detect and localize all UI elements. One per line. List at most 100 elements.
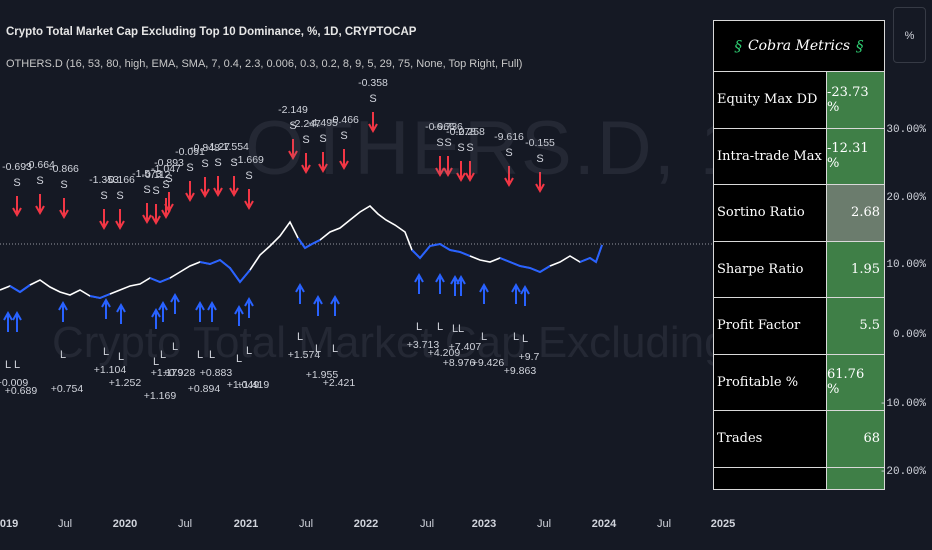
sell-value-label: -0.258 [455, 126, 485, 138]
long-segment [411, 242, 471, 260]
time-axis-label: Jul [177, 518, 193, 530]
metrics-row: Intra-trade Max DD -12.31 % [714, 128, 884, 185]
time-axis-label: 2023 [471, 518, 497, 530]
metric-label: Equity Max DD [714, 72, 827, 128]
sell-letter: S [165, 173, 172, 185]
buy-value-label: +0.689 [5, 385, 38, 397]
buy-letter: L [153, 356, 159, 368]
sell-arrow-head [185, 192, 195, 203]
metric-label: Intra-trade Max DD [714, 128, 847, 184]
buy-letter: L [297, 331, 303, 343]
price-axis-label: -10.00% [879, 398, 926, 410]
time-axis-label: 2024 [591, 518, 617, 530]
sell-value-label: -2.247 [291, 118, 321, 130]
sell-arrow-head [368, 123, 378, 134]
buy-arrow-head [435, 272, 445, 283]
sell-arrow-head [142, 214, 152, 225]
sell-arrow-head [504, 177, 514, 188]
metrics-row: Omega Ratio 01.38 [714, 467, 884, 489]
indicator-legend[interactable]: OTHERS.D (16, 53, 80, high, EMA, SMA, 7,… [6, 58, 523, 70]
buy-arrow-head [414, 272, 424, 283]
metrics-header: § Cobra Metrics § [714, 21, 884, 72]
metric-value: -12.31 % [827, 128, 884, 184]
buy-value-label: +2.421 [323, 377, 356, 389]
metric-value: 2.68 [827, 185, 884, 241]
sell-value-label: -6.736 [433, 121, 463, 133]
sell-arrow-head [35, 205, 45, 216]
metric-label: Sharpe Ratio [714, 241, 827, 297]
time-axis[interactable]: 2019 Jul 2020 Jul 2021 Jul 2022 Jul 2023 Jul 2024 J… [0, 500, 885, 550]
buy-arrow-head [116, 302, 126, 313]
time-axis-label: Jul [298, 518, 314, 530]
sell-value-label: -1.047 [151, 163, 181, 175]
long-segment [9, 284, 31, 294]
price-axis[interactable]: 30.00% 20.00% 10.00% 0.00% -10.00% -20.00% [880, 0, 932, 550]
buy-value-label: +1.104 [94, 364, 127, 376]
buy-letter: L [172, 341, 178, 353]
sell-letter: S [444, 137, 451, 149]
buy-value-label: +0.883 [200, 367, 233, 379]
buy-value-label: +3.713 [407, 339, 440, 351]
buy-arrow-head [3, 310, 13, 321]
metrics-title: Cobra Metrics [747, 38, 851, 54]
sell-value-label: -0.693 [2, 161, 32, 173]
chart-title[interactable]: Crypto Total Market Cap Excluding Top 10… [6, 26, 417, 38]
sell-letter: S [536, 153, 543, 165]
buy-arrow-head [170, 292, 180, 303]
sell-arrow-head [59, 209, 69, 220]
buy-arrow-head [295, 282, 305, 293]
buy-arrow-head [151, 307, 161, 318]
buy-arrow-head [330, 294, 340, 305]
buy-letter: L [103, 346, 109, 358]
buy-letter: L [197, 349, 203, 361]
sell-value-label: -1.27 [206, 141, 230, 153]
buy-arrow-head [101, 297, 111, 308]
sell-letter: S [319, 133, 326, 145]
buy-value-label: +1.419 [237, 379, 270, 391]
sell-arrow-head [443, 167, 453, 178]
sell-value-label: -0.664 [25, 159, 55, 171]
buy-value-label: +1.179 [151, 367, 184, 379]
sell-value-label: -1.573 [132, 168, 162, 180]
sell-letter: S [505, 147, 512, 159]
buy-arrow-head [158, 300, 168, 311]
price-axis-label: -20.00% [879, 466, 926, 478]
unit-selector[interactable]: % [893, 7, 926, 63]
buy-letter: L [513, 331, 519, 343]
sell-arrow-head [465, 172, 475, 183]
buy-arrow-head [313, 294, 323, 305]
metric-label: Sortino Ratio [714, 185, 827, 241]
buy-value-label: +0.894 [188, 383, 221, 395]
cobra-icon: § [734, 37, 742, 55]
buy-arrow-head [520, 284, 530, 295]
sell-arrow-head [12, 207, 22, 218]
sell-arrow-head [435, 167, 445, 178]
buy-value-label: +1.049 [227, 379, 260, 391]
metric-value: 1.95 [827, 241, 884, 297]
long-segment [229, 267, 251, 284]
buy-arrow-head [195, 300, 205, 311]
buy-letter: L [452, 323, 458, 335]
buy-value-label: +0.754 [51, 383, 84, 395]
sell-value-label: -0.466 [329, 114, 359, 126]
buy-letter: L [236, 353, 242, 365]
price-axis-label: 30.00% [886, 124, 926, 136]
metric-value: 5.5 [827, 298, 884, 354]
long-segment [579, 244, 603, 264]
long-segment [89, 293, 111, 300]
sell-letter: S [436, 137, 443, 149]
buy-value-label: +7.407 [449, 341, 482, 353]
price-line [0, 204, 603, 299]
buy-letter: L [416, 321, 422, 333]
sell-value-label: -0.358 [358, 77, 388, 89]
metrics-row: Equity Max DD -23.73 % [714, 72, 884, 129]
buy-letter: L [118, 351, 124, 363]
sell-letter: S [143, 184, 150, 196]
buy-value-label: +0.928 [163, 367, 196, 379]
sell-letter: S [369, 93, 376, 105]
metrics-row: Profitable % 61.76 % [714, 354, 884, 411]
time-axis-label: 2020 [112, 518, 138, 530]
sell-value-label: -0.278 [446, 126, 476, 138]
